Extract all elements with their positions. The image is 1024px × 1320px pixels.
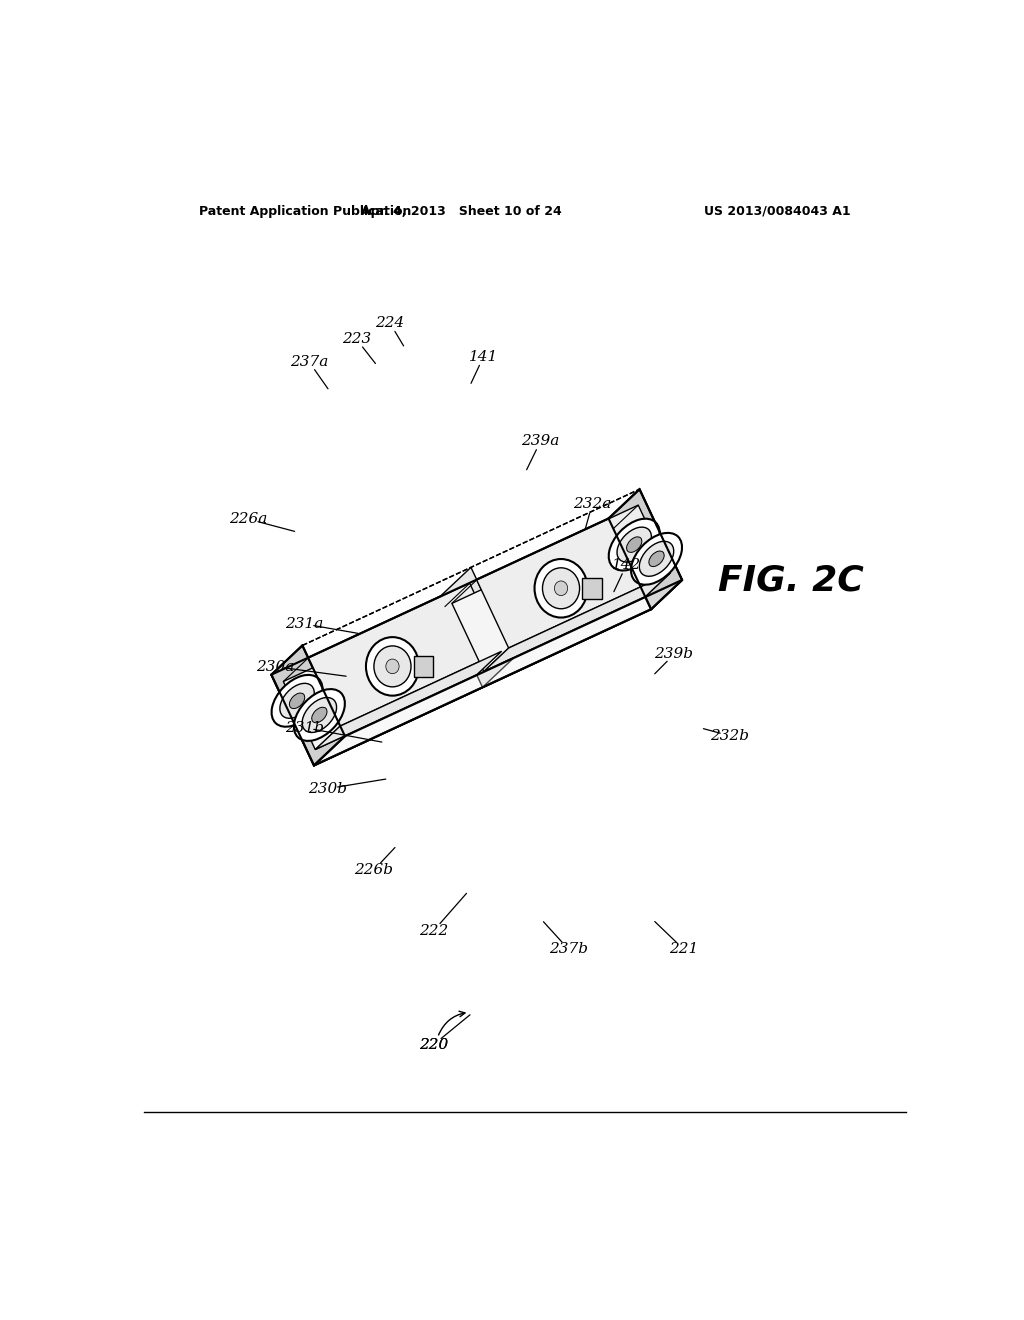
Ellipse shape xyxy=(554,581,567,595)
Bar xyxy=(414,656,433,677)
Text: 220: 220 xyxy=(419,1038,449,1052)
Text: 224: 224 xyxy=(375,315,404,330)
Polygon shape xyxy=(271,519,651,766)
Ellipse shape xyxy=(302,697,337,733)
Text: 231a: 231a xyxy=(285,616,324,631)
Ellipse shape xyxy=(543,568,580,609)
Text: 226a: 226a xyxy=(229,512,268,527)
Ellipse shape xyxy=(386,659,399,673)
Polygon shape xyxy=(271,645,345,766)
Text: 230a: 230a xyxy=(256,660,294,673)
Text: 232b: 232b xyxy=(710,729,749,743)
Polygon shape xyxy=(315,651,502,750)
Text: 223: 223 xyxy=(342,333,371,346)
Ellipse shape xyxy=(294,689,345,741)
Text: FIG. 2C: FIG. 2C xyxy=(718,564,863,597)
Text: 142: 142 xyxy=(611,558,641,572)
Text: 237a: 237a xyxy=(290,355,328,368)
Bar xyxy=(583,578,602,599)
Ellipse shape xyxy=(366,638,419,696)
Ellipse shape xyxy=(374,645,411,686)
Ellipse shape xyxy=(535,560,588,618)
Ellipse shape xyxy=(617,527,651,562)
Text: 237b: 237b xyxy=(549,942,588,956)
Polygon shape xyxy=(608,490,682,610)
Text: 232a: 232a xyxy=(573,496,611,511)
Text: 230b: 230b xyxy=(308,781,347,796)
Polygon shape xyxy=(314,579,682,766)
Text: 141: 141 xyxy=(469,350,498,363)
Text: Patent Application Publication: Patent Application Publication xyxy=(200,205,412,218)
Text: 220: 220 xyxy=(419,1038,449,1052)
Text: US 2013/0084043 A1: US 2013/0084043 A1 xyxy=(703,205,850,218)
Polygon shape xyxy=(314,579,682,766)
Ellipse shape xyxy=(311,708,327,723)
Polygon shape xyxy=(483,573,670,672)
Text: Apr. 4, 2013   Sheet 10 of 24: Apr. 4, 2013 Sheet 10 of 24 xyxy=(360,205,562,218)
Ellipse shape xyxy=(627,537,642,552)
Text: 226b: 226b xyxy=(354,863,393,876)
Text: 231b: 231b xyxy=(285,721,324,735)
Ellipse shape xyxy=(290,693,305,709)
Text: 239b: 239b xyxy=(654,647,693,661)
Ellipse shape xyxy=(271,675,323,727)
Polygon shape xyxy=(477,506,670,648)
Ellipse shape xyxy=(280,684,314,718)
Text: 239a: 239a xyxy=(521,434,560,447)
Ellipse shape xyxy=(639,541,674,577)
Ellipse shape xyxy=(649,550,665,566)
Polygon shape xyxy=(452,528,645,672)
Ellipse shape xyxy=(608,519,659,570)
Text: 221: 221 xyxy=(669,942,698,956)
Polygon shape xyxy=(284,607,477,750)
Ellipse shape xyxy=(631,533,682,585)
Polygon shape xyxy=(308,583,502,726)
Polygon shape xyxy=(440,568,514,688)
Text: 222: 222 xyxy=(419,924,449,939)
